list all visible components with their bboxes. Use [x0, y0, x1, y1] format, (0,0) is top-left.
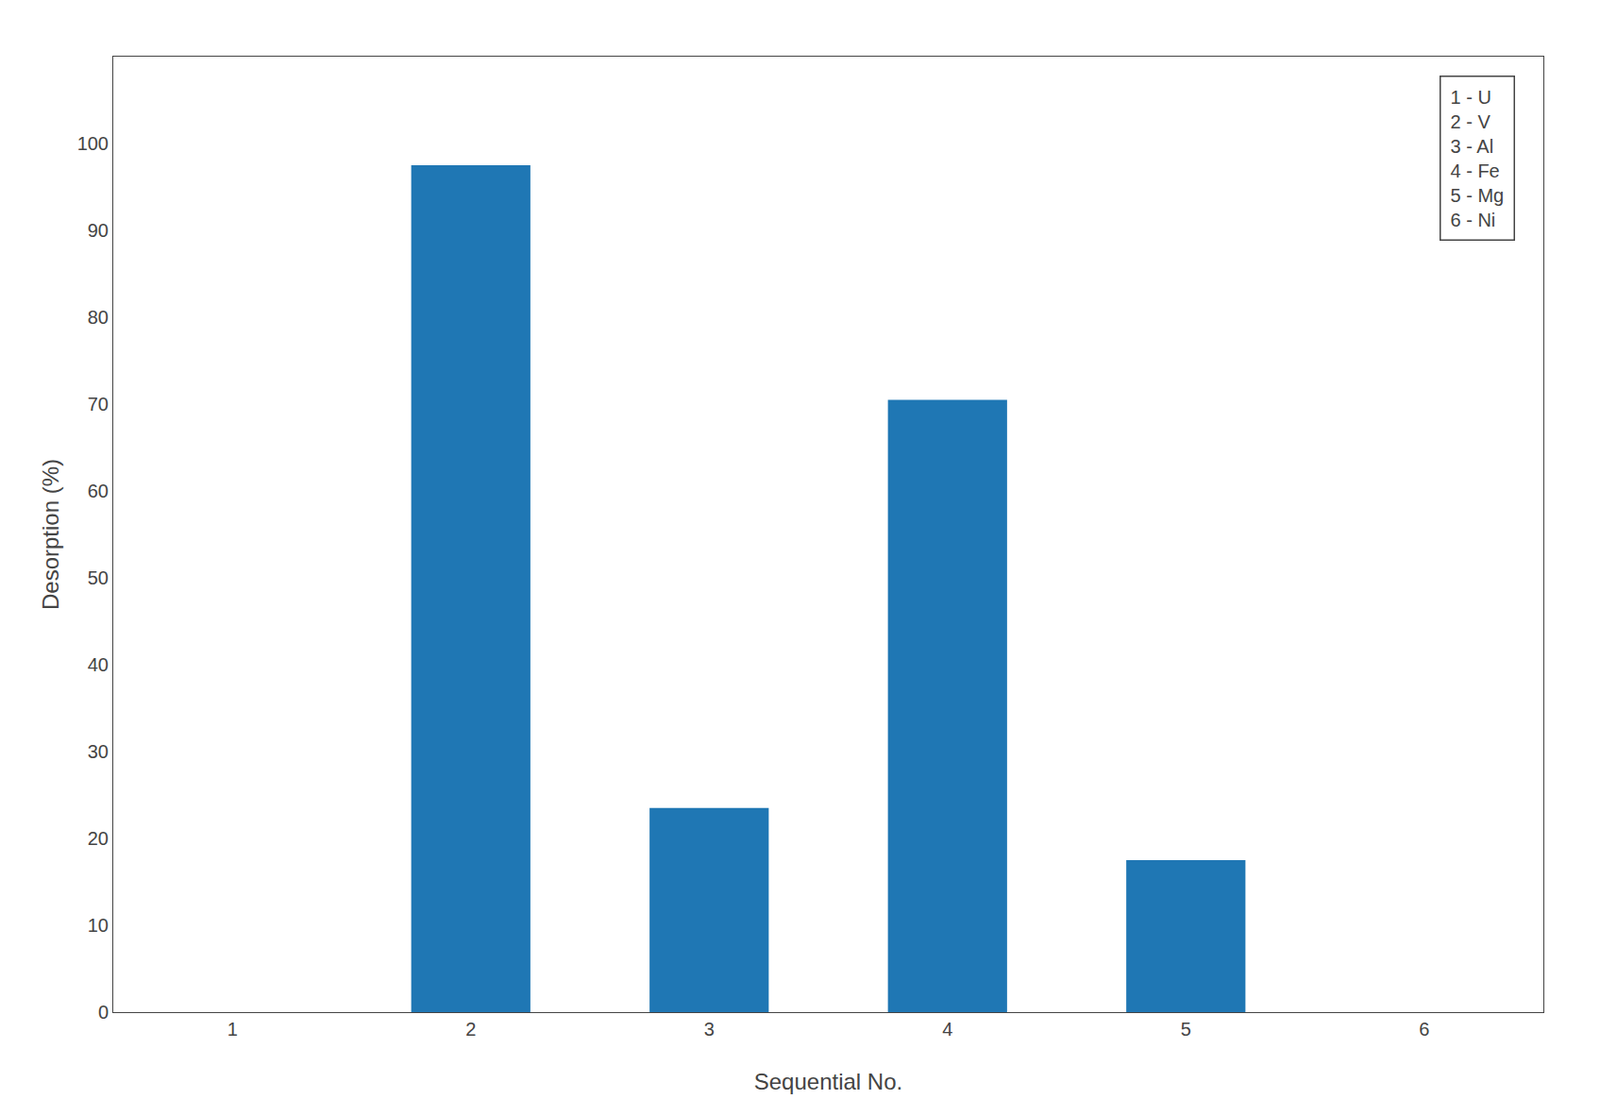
svg-text:50: 50: [87, 567, 109, 589]
svg-text:30: 30: [87, 741, 109, 762]
svg-text:5: 5: [1180, 1018, 1192, 1040]
svg-text:10: 10: [87, 914, 109, 936]
svg-text:Desorption (%): Desorption (%): [37, 458, 64, 610]
svg-text:80: 80: [87, 306, 109, 328]
svg-text:70: 70: [87, 393, 109, 415]
svg-text:1: 1: [227, 1018, 238, 1040]
svg-text:90: 90: [87, 219, 109, 241]
svg-text:60: 60: [87, 480, 109, 502]
svg-text:40: 40: [87, 654, 109, 675]
svg-text:20: 20: [87, 827, 109, 849]
svg-text:6: 6: [1418, 1018, 1430, 1040]
svg-text:4: 4: [942, 1018, 953, 1040]
svg-text:2: 2: [465, 1018, 476, 1040]
svg-text:0: 0: [98, 1001, 109, 1023]
svg-text:3: 3: [704, 1018, 715, 1040]
svg-text:100: 100: [77, 133, 109, 154]
svg-text:1 - U2 - V3 - Al4 - Fe5 - Mg6: 1 - U2 - V3 - Al4 - Fe5 - Mg6 - Ni: [1450, 86, 1505, 231]
svg-text:Sequential No.: Sequential No.: [754, 1068, 903, 1095]
